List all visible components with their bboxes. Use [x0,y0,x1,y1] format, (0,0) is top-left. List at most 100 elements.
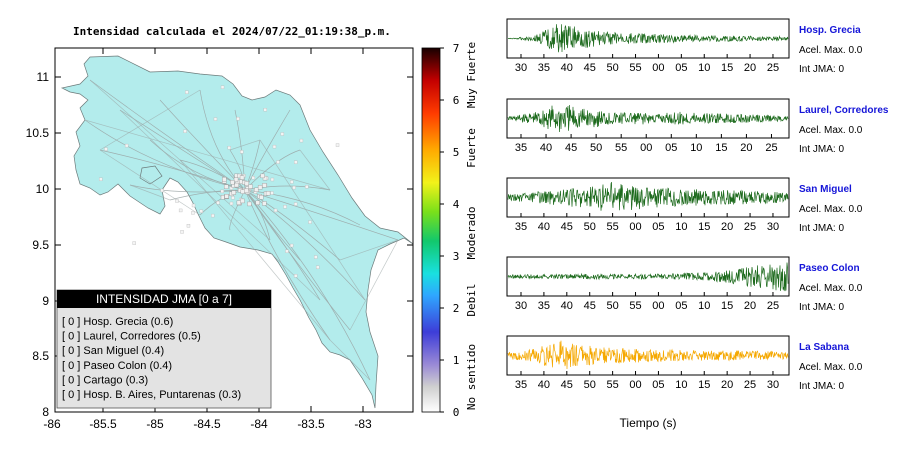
waveform-tick-label: 05 [665,142,677,154]
map-x-axis: -86 -85.5 -85 -84.5 -84 -83.5 -83 [43,48,372,431]
colorbar-label: Debil [465,283,478,316]
waveform-tick-label: 50 [590,142,602,154]
town-marker [236,116,240,121]
town-marker [244,188,249,194]
town-marker [244,181,250,186]
waveform-panel: 35 40 45 50 55 00 05 10 15 20 25 30 San Miguel Acel. … [506,177,863,234]
waveform-panel: 30 35 40 45 50 55 00 05 10 15 20 25 Paseo Colon Acel.… [506,256,863,313]
town-marker [191,203,196,208]
map-x-tick-label: -83.5 [297,417,325,431]
map-x-tick-label: -84 [250,417,268,431]
colorbar-tick-label: 6 [453,94,460,107]
town-marker [270,191,274,195]
town-marker [183,129,187,134]
legend-item: [ 0 ] Laurel, Corredores (0.5) [62,331,201,343]
legend-item: [ 0 ] San Miguel (0.4) [62,345,164,357]
town-marker [259,195,264,200]
waveform-tick-label: 45 [561,221,573,233]
map-y-tick-label: 8.5 [32,349,49,363]
waveform-tick-label: 40 [561,300,573,312]
town-marker [260,173,265,179]
map-x-tick-label: -85.5 [89,417,117,431]
town-marker [240,198,245,204]
waveform-tick-label: 00 [652,62,664,74]
town-marker [272,144,277,149]
station-int-jma: Int JMA: 0 [799,64,844,75]
town-marker [231,196,235,200]
waveform-trace [507,181,789,211]
waveform-panel: 35 40 45 50 55 00 05 10 15 20 25 Laurel, Corredores… [506,98,889,155]
town-marker [314,255,318,259]
station-name: La Sabana [799,342,849,353]
waveform-tick-label: 05 [675,62,687,74]
map-x-tick-label: -83 [354,417,372,431]
waveform-panel: 30 35 40 45 50 55 00 05 10 15 20 25 Hosp. Grecia Acel… [506,18,863,75]
waveform-tick-label: 40 [538,221,550,233]
town-marker [273,208,278,213]
station-int-jma: Int JMA: 0 [799,381,844,392]
station-int-jma: Int JMA: 0 [799,144,844,155]
waveform-tick-label: 20 [744,62,756,74]
town-marker [239,175,245,180]
waveform-tick-label: 05 [652,379,664,391]
waveform-tick-label: 50 [584,221,596,233]
colorbar-tick-label: 0 [453,406,460,419]
town-marker [240,150,244,154]
town-marker [289,243,294,248]
town-marker [257,185,263,190]
town-marker [216,200,220,205]
town-marker [223,184,229,189]
waveform-tick-label: 35 [515,379,527,391]
station-int-jma: Int JMA: 0 [799,223,844,234]
town-marker [262,183,267,188]
town-marker [231,190,237,195]
town-marker [251,176,255,180]
waveform-tick-label: 00 [629,379,641,391]
town-marker [99,177,103,181]
waveform-tick-label: 25 [744,221,756,233]
waveform-tick-label: 45 [565,142,577,154]
waveform-tick-label: 40 [538,379,550,391]
waveform-tick-label: 30 [515,62,527,74]
town-marker [236,200,242,205]
waveform-tick-label: 00 [640,142,652,154]
waveform-tick-label: 45 [584,300,596,312]
legend-item: [ 0 ] Hosp. B. Aires, Puntarenas (0.3) [62,389,241,401]
town-marker [293,202,298,206]
waveform-tick-label: 15 [721,300,733,312]
map-x-tick-label: -84.5 [193,417,221,431]
town-marker [290,180,294,184]
town-marker [255,200,260,205]
time-axis-label: Tiempo (s) [620,416,677,430]
map-y-tick-label: 8 [42,405,49,419]
map-y-tick-label: 11 [37,70,50,84]
waveform-tick-label: 40 [540,142,552,154]
colorbar-label: Muy Fuerte [465,42,478,108]
town-marker [308,220,312,224]
waveform-tick-label: 55 [606,379,618,391]
legend-header: INTENSIDAD JMA [0 a 7] [96,292,232,306]
town-marker [247,201,252,207]
town-marker [229,186,234,190]
map-y-tick-label: 9 [42,294,49,308]
waveform-trace [507,340,789,370]
colorbar-label: Moderado [465,207,478,260]
town-marker [211,213,215,218]
waveform-tick-label: 40 [561,62,573,74]
map-x-tick-label: -85 [146,417,164,431]
colorbar-tick-label: 5 [453,146,460,159]
colorbar-scale [421,47,441,413]
town-marker [104,147,108,151]
station-name: San Miguel [799,184,852,195]
waveform-tick-label: 00 [629,221,641,233]
town-marker [224,194,229,199]
town-marker [305,185,309,189]
town-marker [180,230,184,234]
waveform-tick-label: 55 [629,300,641,312]
town-marker [227,146,231,150]
waveform-tick-label: 45 [584,62,596,74]
map-x-tick-label: -86 [43,417,61,431]
legend-item: [ 0 ] Cartago (0.3) [62,374,148,386]
town-marker [233,177,239,182]
waveform-tick-label: 00 [652,300,664,312]
